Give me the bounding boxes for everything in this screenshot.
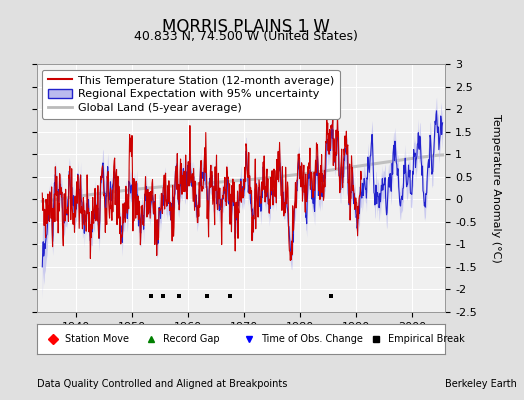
Text: MORRIS PLAINS 1 W: MORRIS PLAINS 1 W [162,18,330,36]
Text: Station Move: Station Move [66,334,129,344]
Text: Data Quality Controlled and Aligned at Breakpoints: Data Quality Controlled and Aligned at B… [37,379,287,389]
Y-axis label: Temperature Anomaly (°C): Temperature Anomaly (°C) [491,114,501,262]
Text: Empirical Break: Empirical Break [388,334,465,344]
Text: Berkeley Earth: Berkeley Earth [445,379,517,389]
Text: 40.833 N, 74.500 W (United States): 40.833 N, 74.500 W (United States) [134,30,358,43]
Legend: This Temperature Station (12-month average), Regional Expectation with 95% uncer: This Temperature Station (12-month avera… [42,70,340,119]
Text: Record Gap: Record Gap [163,334,220,344]
Text: Time of Obs. Change: Time of Obs. Change [261,334,363,344]
